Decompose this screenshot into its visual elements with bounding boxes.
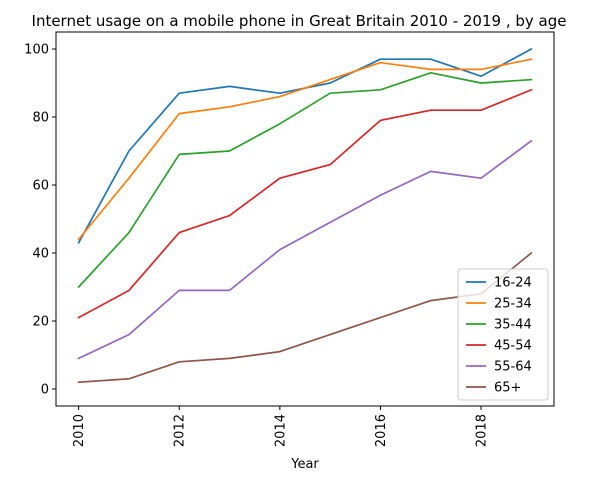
legend-box bbox=[457, 268, 549, 401]
legend-label: 35-44 bbox=[494, 318, 532, 333]
legend: 16-24 25-34 35-44 45-54 55-64 65+ bbox=[457, 268, 549, 401]
y-tick-label: 60 bbox=[32, 179, 49, 194]
series-line-55-64 bbox=[77, 139, 533, 360]
x-tick-label: 2016 bbox=[374, 414, 389, 447]
y-tick-label: 100 bbox=[24, 43, 49, 58]
x-tick-label: 2010 bbox=[72, 414, 87, 447]
y-tick-label: 80 bbox=[32, 111, 49, 126]
legend-label: 16-24 bbox=[494, 276, 532, 291]
series-line-35-44 bbox=[77, 71, 533, 289]
series-line-65plus bbox=[77, 251, 533, 384]
chart-title: Internet usage on a mobile phone in Grea… bbox=[32, 12, 567, 30]
lines-layer bbox=[77, 47, 533, 384]
y-axis-ticks: 0 20 40 60 80 100 bbox=[24, 43, 56, 398]
series-line-45-54 bbox=[77, 88, 533, 319]
x-tick-label: 2014 bbox=[273, 414, 288, 447]
x-axis-label: Year bbox=[290, 457, 319, 472]
x-tick-label: 2018 bbox=[475, 414, 490, 447]
x-tick-label: 2012 bbox=[173, 414, 188, 447]
y-tick-label: 20 bbox=[32, 315, 49, 330]
y-tick-label: 40 bbox=[32, 247, 49, 262]
y-tick-label: 0 bbox=[41, 383, 49, 398]
x-axis-ticks: 2010 2012 2014 2016 2018 bbox=[72, 406, 490, 447]
legend-label: 45-54 bbox=[494, 339, 532, 354]
series-line-25-34 bbox=[77, 58, 533, 241]
plot-frame bbox=[55, 31, 555, 407]
legend-label: 65+ bbox=[494, 381, 521, 396]
legend-label: 55-64 bbox=[494, 360, 532, 375]
legend-label: 25-34 bbox=[494, 297, 532, 312]
